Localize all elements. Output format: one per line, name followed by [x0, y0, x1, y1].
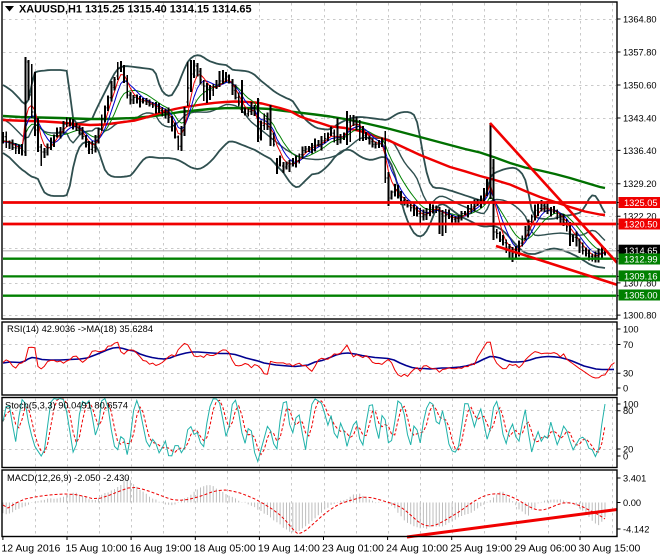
svg-text:100: 100	[623, 324, 639, 334]
svg-text:70: 70	[623, 340, 633, 350]
svg-text:-4.142: -4.142	[623, 524, 649, 534]
svg-text:30: 30	[623, 369, 633, 379]
svg-text:1312.99: 1312.99	[624, 255, 658, 265]
svg-text:3.401: 3.401	[623, 473, 646, 483]
svg-text:1314.65: 1314.65	[624, 246, 658, 256]
svg-text:1325.05: 1325.05	[624, 198, 658, 208]
svg-text:80: 80	[623, 406, 633, 416]
svg-text:Stoch(5,3,3) 90.0491 80.6574: Stoch(5,3,3) 90.0491 80.6574	[5, 401, 128, 411]
svg-text:12 Aug 2016: 12 Aug 2016	[1, 543, 60, 555]
svg-text:1322.20: 1322.20	[623, 212, 657, 222]
svg-text:1300.80: 1300.80	[623, 311, 657, 321]
svg-text:1336.40: 1336.40	[623, 146, 657, 156]
svg-text:1350.60: 1350.60	[623, 80, 657, 90]
svg-text:1364.80: 1364.80	[623, 14, 657, 24]
svg-text:25 Aug 19:00: 25 Aug 19:00	[450, 543, 512, 555]
svg-text:30 Aug 15:00: 30 Aug 15:00	[579, 543, 641, 555]
svg-text:23 Aug 01:00: 23 Aug 01:00	[322, 543, 384, 555]
svg-text:0: 0	[623, 451, 628, 461]
svg-text:1307.80: 1307.80	[623, 278, 657, 288]
svg-text:1309.16: 1309.16	[624, 272, 658, 282]
svg-text:18 Aug 05:00: 18 Aug 05:00	[194, 543, 256, 555]
svg-text:16 Aug 19:00: 16 Aug 19:00	[130, 543, 192, 555]
svg-text:19 Aug 14:00: 19 Aug 14:00	[258, 543, 320, 555]
svg-text:RSI(14) 42.9036 ->MA(18) 35.6: RSI(14) 42.9036 ->MA(18) 35.6284	[7, 324, 153, 334]
svg-text:1343.40: 1343.40	[623, 113, 657, 123]
svg-text:MACD(12,26,9) -2.050 -2.430: MACD(12,26,9) -2.050 -2.430	[7, 473, 129, 483]
svg-text:100: 100	[623, 399, 639, 409]
svg-text:20: 20	[623, 444, 633, 454]
svg-text:0: 0	[623, 383, 628, 393]
svg-text:29 Aug 06:00: 29 Aug 06:00	[514, 543, 576, 555]
svg-text:1357.80: 1357.80	[623, 47, 657, 57]
svg-text:1320.50: 1320.50	[624, 220, 658, 230]
svg-text:1329.20: 1329.20	[623, 179, 657, 189]
svg-text:1305.00: 1305.00	[624, 291, 658, 301]
svg-text:15 Aug 10:00: 15 Aug 10:00	[66, 543, 128, 555]
svg-text:XAUUSD,H1 1315.25 1315.40 131: XAUUSD,H1 1315.25 1315.40 1314.15 1314.6…	[19, 4, 252, 16]
svg-text:24 Aug 10:00: 24 Aug 10:00	[386, 543, 448, 555]
svg-text:0.00: 0.00	[623, 498, 641, 508]
